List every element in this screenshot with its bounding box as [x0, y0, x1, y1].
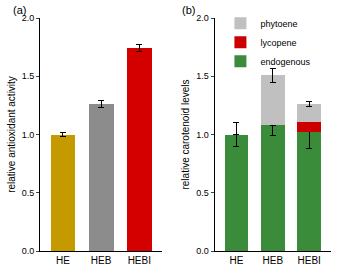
svg-text:relative carotenoid levels: relative carotenoid levels [180, 79, 191, 189]
svg-text:2.0: 2.0 [196, 13, 209, 23]
svg-text:0.0: 0.0 [196, 246, 209, 256]
svg-text:relative antioxidant activity: relative antioxidant activity [6, 76, 17, 193]
svg-text:HEBI: HEBI [128, 255, 151, 266]
svg-text:2.0: 2.0 [22, 13, 35, 23]
svg-text:(a): (a) [13, 4, 26, 16]
svg-text:1.0: 1.0 [22, 130, 35, 140]
svg-text:HEB: HEB [263, 255, 284, 266]
svg-text:0.5: 0.5 [196, 188, 209, 198]
svg-text:1.5: 1.5 [196, 71, 209, 81]
svg-text:1.5: 1.5 [22, 71, 35, 81]
svg-text:phytoene: phytoene [260, 19, 297, 29]
svg-text:lycopene: lycopene [260, 38, 296, 48]
svg-text:(b): (b) [182, 4, 195, 16]
svg-text:HE: HE [229, 255, 243, 266]
svg-text:HE: HE [56, 255, 70, 266]
svg-text:0.5: 0.5 [22, 188, 35, 198]
svg-text:HEB: HEB [91, 255, 112, 266]
svg-text:HEBI: HEBI [298, 255, 321, 266]
svg-text:endogenous: endogenous [260, 57, 310, 67]
svg-text:0.0: 0.0 [22, 246, 35, 256]
svg-text:1.0: 1.0 [196, 130, 209, 140]
